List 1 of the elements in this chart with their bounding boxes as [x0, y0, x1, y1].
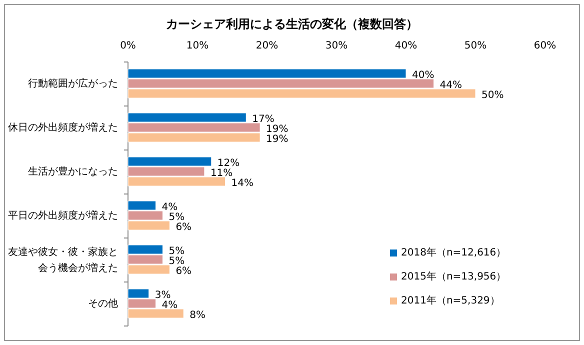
title: カーシェア利用による生活の変化（複数回答）: [166, 17, 418, 31]
